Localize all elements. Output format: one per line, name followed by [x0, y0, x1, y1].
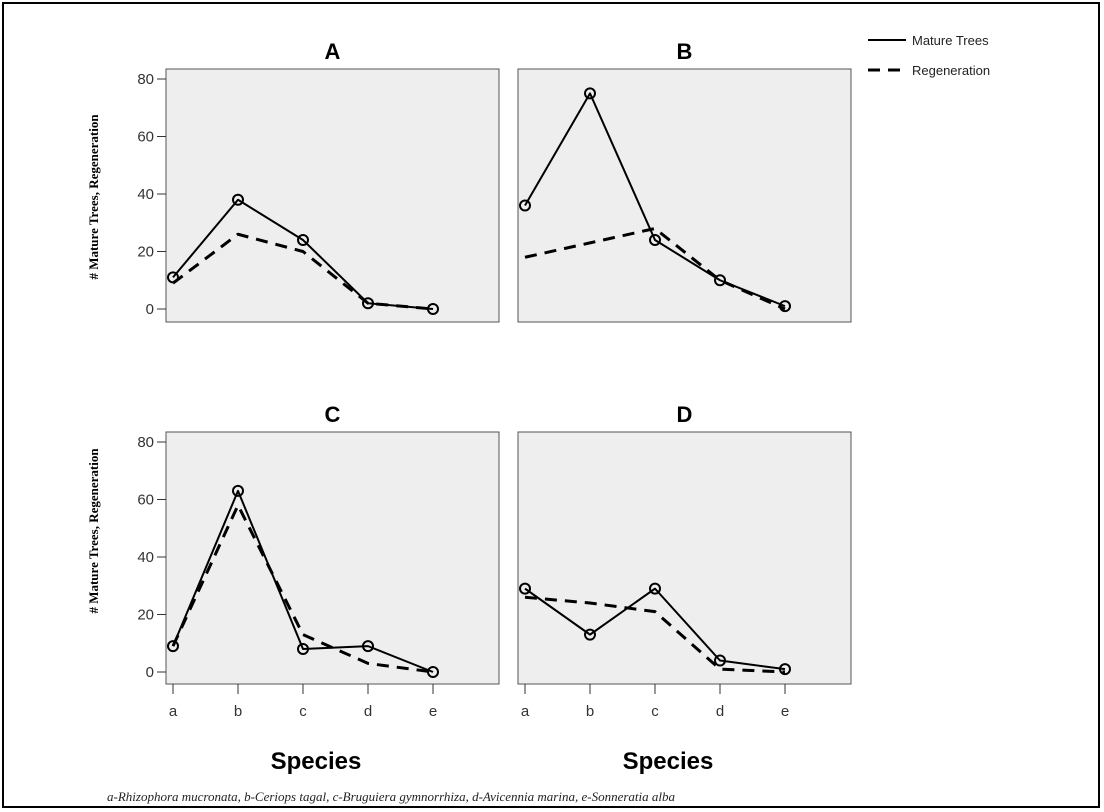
point-mature-trees-B-b [584, 87, 596, 100]
y-tick-label-C-40: 40 [137, 549, 154, 566]
y-tick-label-C-80: 80 [137, 434, 154, 451]
point-mature-trees-D-a [519, 582, 531, 595]
plot-area-A [165, 68, 500, 323]
panel-A: A 0 20 40 60 80 [137, 39, 500, 323]
y-axis-title-top: # Mature Trees, Regeneration [86, 114, 101, 280]
y-tick-label-A-0: 0 [146, 301, 154, 318]
legend: Mature Trees Regeneration [868, 33, 990, 78]
point-mature-trees-B-d [714, 274, 726, 287]
point-mature-trees-D-d [714, 654, 726, 667]
species-footnote: a-Rhizophora mucronata, b-Ceriops tagal,… [107, 789, 675, 804]
point-mature-trees-B-a [519, 199, 531, 212]
legend-mature-label: Mature Trees [912, 33, 989, 48]
panel-B: B [517, 39, 852, 323]
panel-title-A: A [325, 39, 341, 64]
plot-area-C [165, 431, 500, 685]
x-axis-title-left: Species [271, 748, 362, 775]
x-tick-label-C-b: b [234, 703, 242, 720]
y-tick-label-A-40: 40 [137, 186, 154, 203]
x-axis-title-right: Species [623, 748, 714, 775]
x-tick-label-D-c: c [651, 703, 659, 720]
x-tick-label-C-a: a [169, 703, 178, 720]
y-tick-label-C-0: 0 [146, 664, 154, 681]
series-line-regeneration-C [171, 503, 434, 674]
x-tick-label-D-b: b [586, 703, 594, 720]
y-tick-label-A-60: 60 [137, 129, 154, 146]
panel-D: Da b c d e [517, 402, 852, 720]
point-mature-trees-B-c [649, 234, 661, 246]
x-tick-label-C-e: e [429, 703, 437, 720]
y-axis-title-bottom: # Mature Trees, Regeneration [86, 448, 101, 614]
panel-title-B: B [677, 39, 693, 64]
series-line-mature-trees-D [524, 587, 786, 671]
point-mature-trees-A-c [297, 234, 309, 246]
y-tick-label-C-60: 60 [137, 492, 154, 509]
point-mature-trees-A-b [232, 193, 244, 206]
plot-area-B [517, 68, 852, 323]
x-tick-label-D-e: e [781, 703, 789, 720]
y-tick-label-A-80: 80 [137, 71, 154, 88]
x-tick-label-D-a: a [521, 703, 530, 720]
point-mature-trees-C-c [297, 643, 309, 655]
point-mature-trees-D-c [649, 582, 661, 595]
point-mature-trees-D-e [779, 663, 791, 676]
x-tick-label-C-c: c [299, 703, 307, 720]
point-mature-trees-C-b [232, 484, 244, 497]
series-line-mature-trees-C [172, 489, 434, 673]
point-mature-trees-A-d [362, 297, 374, 310]
panels-group: A 0 20 40 60 80 B C 0 20 40 60 80 a b c d e Da b c d e [137, 39, 852, 720]
series-line-mature-trees-B [524, 92, 786, 308]
series-line-regeneration-B [524, 227, 786, 311]
panel-C: C 0 20 40 60 80 a b c d e [137, 402, 500, 720]
series-line-regeneration-A [172, 232, 434, 311]
point-mature-trees-D-b [584, 628, 596, 641]
legend-regen-label: Regeneration [912, 63, 990, 78]
panel-title-C: C [325, 402, 341, 427]
series-line-mature-trees-A [172, 198, 434, 310]
series-line-regeneration-D [524, 595, 786, 674]
point-mature-trees-C-a [167, 640, 179, 653]
point-mature-trees-C-d [362, 640, 374, 653]
plot-area-D [517, 431, 852, 685]
y-tick-label-A-20: 20 [137, 244, 154, 261]
x-tick-label-D-d: d [716, 703, 724, 720]
y-tick-label-C-20: 20 [137, 607, 154, 624]
panel-title-D: D [677, 402, 693, 427]
x-tick-label-C-d: d [364, 703, 372, 720]
